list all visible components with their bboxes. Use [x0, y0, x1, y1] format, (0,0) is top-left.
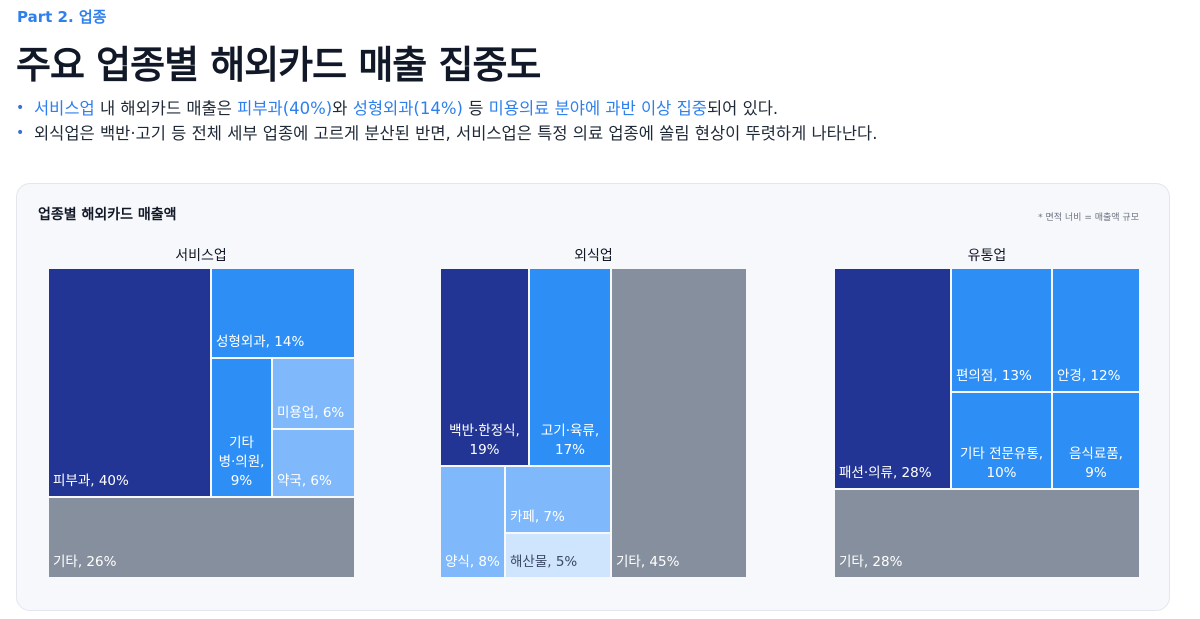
- bullet-1-part: 되어 있다.: [706, 99, 779, 118]
- treemap-cell-label: 백반·한정식, 19%: [449, 423, 520, 458]
- treemap-cell-label: 고기·육류, 17%: [540, 423, 600, 458]
- highlight-plastic-surgery: 성형외과(14%): [352, 99, 463, 118]
- bullet-1-part: 등: [462, 99, 489, 118]
- treemap-title: 유통업: [967, 248, 1007, 264]
- treemap-cell-label: 피부과, 40%: [53, 473, 129, 489]
- treemap-cell-label: 양식, 8%: [445, 554, 500, 570]
- treemap-cell: 해산물, 5%: [505, 533, 611, 578]
- treemap-cell-label: 기타, 45%: [616, 554, 680, 570]
- bullet-2: • 외식업은 백반·고기 등 전체 세부 업종에 고르게 분산된 반면, 서비스…: [16, 121, 877, 146]
- treemap-cell-label: 기타, 28%: [839, 554, 903, 570]
- bullet-1: • 서비스업 내 해외카드 매출은 피부과(40%)와 성형외과(14%) 등 …: [16, 96, 877, 121]
- treemap-cell: 음식료품, 9%: [1052, 392, 1140, 489]
- treemap-cell-label: 편의점, 13%: [956, 368, 1032, 384]
- treemap-cell-label: 음식료품, 9%: [1069, 446, 1123, 481]
- treemap-cell-label: 패션·의류, 28%: [839, 465, 932, 481]
- treemap-cell-label: 약국, 6%: [277, 473, 332, 489]
- treemap-cell: 백반·한정식, 19%: [440, 268, 529, 466]
- page-title: 주요 업종별 해외카드 매출 집중도: [16, 43, 541, 87]
- treemap-cell-label: 성형외과, 14%: [216, 334, 305, 350]
- treemap-cell: 기타 전문유통, 10%: [951, 392, 1052, 489]
- treemap-cell-label: 기타, 26%: [53, 554, 117, 570]
- treemap-cell: 기타 병·의원, 9%: [211, 358, 272, 497]
- treemap-cell: 피부과, 40%: [48, 268, 211, 497]
- highlight-concentration: 미용의료 분야에 과반 이상 집중: [488, 99, 707, 118]
- summary-bullets: • 서비스업 내 해외카드 매출은 피부과(40%)와 성형외과(14%) 등 …: [16, 96, 877, 146]
- treemap-cell: 카페, 7%: [505, 466, 611, 533]
- treemap-cell: 고기·육류, 17%: [529, 268, 611, 466]
- treemap-cell-label: 안경, 12%: [1057, 368, 1121, 384]
- treemap-cell-label: 미용업, 6%: [277, 405, 345, 421]
- bullet-dot-icon: •: [16, 100, 25, 116]
- treemap-cell: 성형외과, 14%: [211, 268, 355, 358]
- bullet-dot-icon: •: [16, 125, 25, 141]
- chart-card-note: * 면적 너비 = 매출액 규모: [1038, 213, 1139, 223]
- bullet-2-text: 외식업은 백반·고기 등 전체 세부 업종에 고르게 분산된 반면, 서비스업은…: [34, 124, 878, 143]
- chart-card-title: 업종별 해외카드 매출액: [38, 207, 177, 223]
- treemap-title: 서비스업: [175, 248, 227, 264]
- treemap-cell-label: 카페, 7%: [510, 509, 565, 525]
- treemap-cell: 미용업, 6%: [272, 358, 355, 429]
- section-label: Part 2. 업종: [17, 8, 107, 26]
- treemap-title: 외식업: [574, 248, 613, 264]
- bullet-1-part: 와: [332, 99, 353, 118]
- treemap-cell: 편의점, 13%: [951, 268, 1052, 392]
- bullet-1-text: 서비스업 내 해외카드 매출은 피부과(40%)와 성형외과(14%) 등 미용…: [34, 96, 778, 121]
- treemap-cell-label: 기타 전문유통, 10%: [959, 446, 1044, 481]
- treemap-cell-label: 기타 병·의원, 9%: [218, 435, 265, 489]
- treemap-cell: 패션·의류, 28%: [834, 268, 951, 489]
- highlight-dermatology: 피부과(40%): [237, 99, 333, 118]
- treemap-cell: 약국, 6%: [272, 429, 355, 497]
- treemap-cell: 기타, 45%: [611, 268, 747, 578]
- treemap-cell-label: 해산물, 5%: [510, 554, 578, 570]
- highlight-service: 서비스업: [34, 99, 95, 118]
- treemap-cell: 안경, 12%: [1052, 268, 1140, 392]
- bullet-1-part: 내 해외카드 매출은: [94, 99, 238, 118]
- treemap-cell: 양식, 8%: [440, 466, 505, 578]
- treemap-cell: 기타, 26%: [48, 497, 355, 578]
- treemap-cell: 기타, 28%: [834, 489, 1140, 578]
